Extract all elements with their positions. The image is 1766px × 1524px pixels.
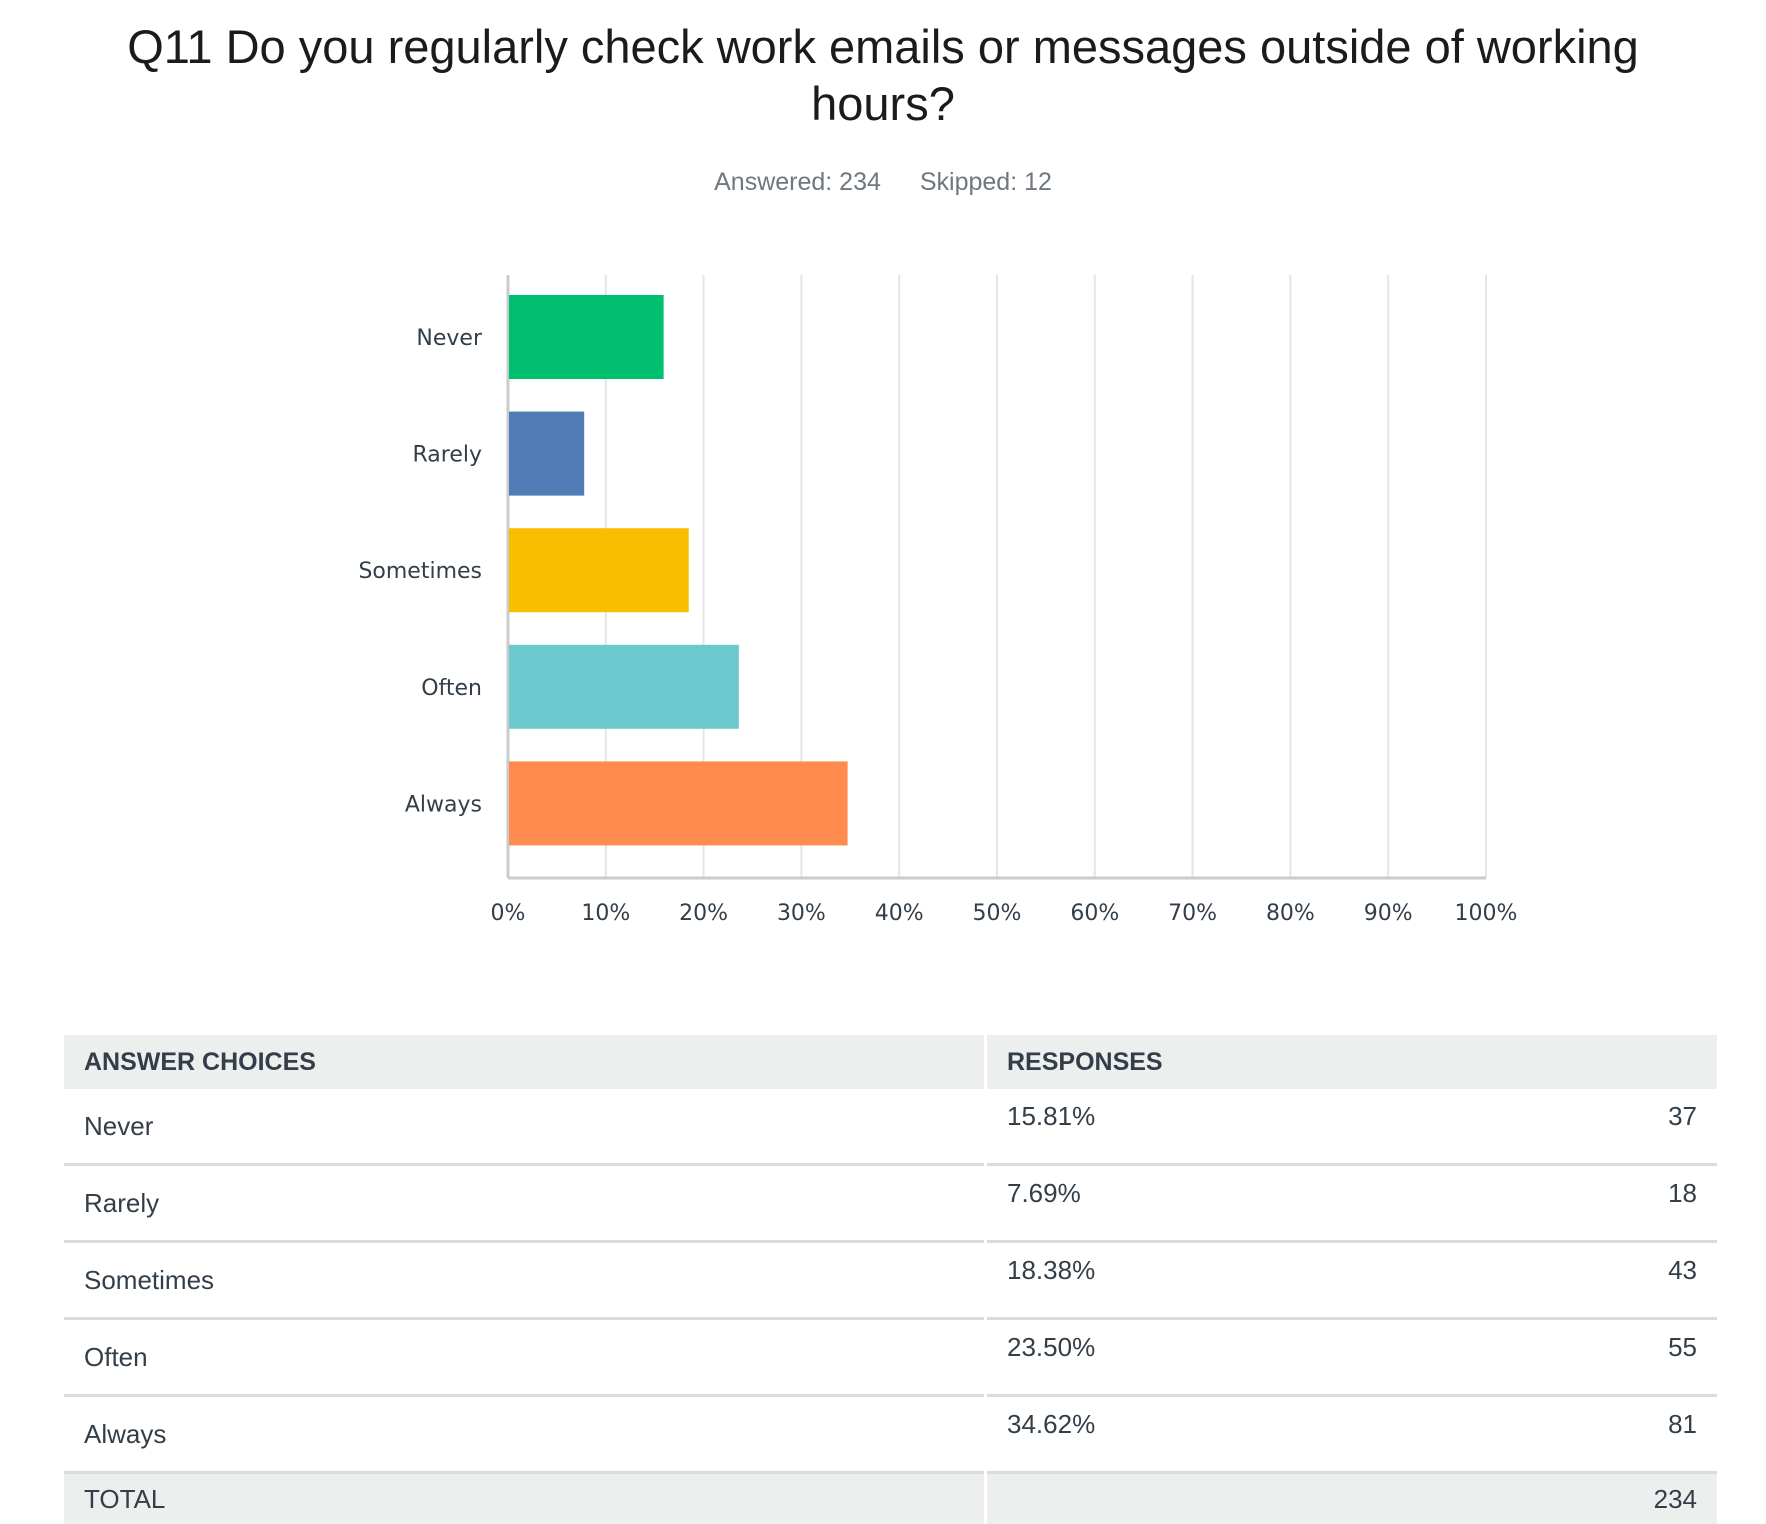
- x-tick-label: 40%: [875, 901, 924, 926]
- question-title: Q11 Do you regularly check work emails o…: [127, 20, 1639, 130]
- response-percent: 15.81%: [1007, 1101, 1096, 1131]
- response-cell: 23.50% 55: [987, 1320, 1717, 1397]
- response-count: 55: [1668, 1332, 1697, 1362]
- x-tick-label: 10%: [581, 901, 630, 926]
- response-cell: 7.69% 18: [987, 1166, 1717, 1243]
- table-header-row: ANSWER CHOICES RESPONSES: [64, 1035, 1717, 1089]
- bar-rarely: [509, 411, 585, 496]
- total-count: 234: [987, 1474, 1717, 1524]
- x-tick-label: 30%: [777, 901, 826, 926]
- header-responses: RESPONSES: [987, 1035, 1717, 1089]
- table-row: Always 34.62% 81: [64, 1397, 1717, 1474]
- answer-choice: Often: [64, 1320, 984, 1397]
- responses-table: ANSWER CHOICES RESPONSES Never 15.81% 37 Ra…: [61, 1035, 1720, 1524]
- x-tick-label: 90%: [1364, 901, 1413, 926]
- answer-choice: Never: [64, 1089, 984, 1166]
- response-cell: 15.81% 37: [987, 1089, 1717, 1166]
- table-row: Often 23.50% 55: [64, 1320, 1717, 1397]
- table-body: Never 15.81% 37 Rarely 7.69% 18 Sometimes 18.38…: [64, 1089, 1717, 1524]
- bar-always: [509, 761, 848, 846]
- response-percent: 7.69%: [1007, 1178, 1081, 1208]
- x-tick-label: 20%: [679, 901, 728, 926]
- x-tick-label: 80%: [1266, 901, 1315, 926]
- table-row: Sometimes 18.38% 43: [64, 1243, 1717, 1320]
- skipped-count: Skipped: 12: [919, 168, 1052, 196]
- answered-count: Answered: 234: [714, 168, 881, 196]
- total-label: TOTAL: [64, 1474, 984, 1524]
- answer-choice: Sometimes: [64, 1243, 984, 1320]
- x-tick-label: 50%: [973, 901, 1022, 926]
- header-answer-choices: ANSWER CHOICES: [64, 1035, 984, 1089]
- response-count: 37: [1668, 1101, 1697, 1131]
- response-percent: 23.50%: [1007, 1332, 1096, 1362]
- table-row: Never 15.81% 37: [64, 1089, 1717, 1166]
- x-tick-label: 60%: [1070, 901, 1119, 926]
- x-tick-label: 0%: [491, 901, 526, 926]
- response-count: 18: [1668, 1178, 1697, 1208]
- x-tick-label: 70%: [1168, 901, 1217, 926]
- response-cell: 34.62% 81: [987, 1397, 1717, 1474]
- response-count: 81: [1668, 1409, 1697, 1439]
- response-percent: 34.62%: [1007, 1409, 1096, 1439]
- bar-never: [509, 295, 664, 379]
- answer-choice: Always: [64, 1397, 984, 1474]
- y-category-label: Sometimes: [358, 559, 482, 584]
- y-category-label: Never: [416, 326, 483, 351]
- bar-sometimes: [509, 528, 689, 613]
- response-summary: Answered: 234 Skipped: 12: [0, 168, 1766, 197]
- y-category-label: Often: [421, 676, 482, 701]
- response-percent: 18.38%: [1007, 1255, 1096, 1285]
- y-category-label: Always: [405, 792, 482, 817]
- x-tick-label: 100%: [1455, 901, 1518, 926]
- y-category-label: Rarely: [412, 443, 482, 468]
- bar-often: [509, 644, 739, 729]
- bar-chart: 0% 10% 20% 30% 40% 50% 60% 70% 80% 90% 100% Never Ra…: [358, 275, 1518, 926]
- total-row: TOTAL 234: [64, 1474, 1717, 1524]
- table-row: Rarely 7.69% 18: [64, 1166, 1717, 1243]
- response-count: 43: [1668, 1255, 1697, 1285]
- response-cell: 18.38% 43: [987, 1243, 1717, 1320]
- answer-choice: Rarely: [64, 1166, 984, 1243]
